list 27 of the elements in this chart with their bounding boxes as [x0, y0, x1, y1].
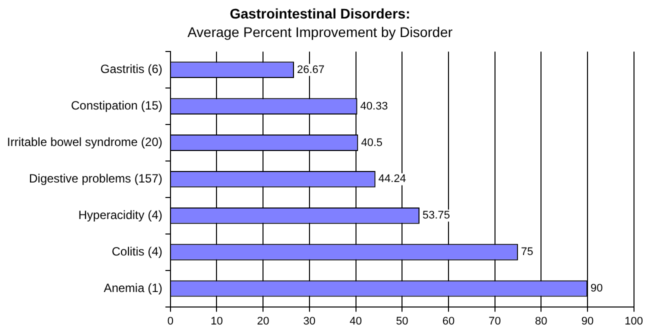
x-tick-label: 0: [167, 315, 174, 328]
x-tick-label: 50: [396, 315, 408, 328]
chart-subtitle: Average Percent Improvement by Disorder: [187, 24, 453, 40]
y-tick-label: Colitis (4): [112, 244, 162, 258]
x-tick-label: 90: [581, 315, 594, 328]
data-label: 26.67: [296, 64, 325, 76]
x-tick-label: 80: [535, 315, 548, 328]
y-tick-label: Gastritis (6): [100, 62, 162, 76]
x-tick-label: 20: [256, 315, 270, 328]
y-tick-label: Hyperacidity (4): [78, 208, 162, 222]
data-label: 75: [520, 246, 534, 258]
chart-title: Gastrointestinal Disorders:: [230, 5, 410, 22]
data-label: 90: [590, 282, 603, 295]
data-label: 40.33: [360, 100, 388, 112]
y-tick-label: Anemia (1): [104, 280, 162, 295]
y-tick-label: Constipation (15): [71, 98, 162, 113]
data-label: 53.75: [422, 210, 450, 222]
data-label: 44.24: [378, 173, 406, 186]
x-tick-label: 70: [488, 315, 501, 328]
y-tick-label: Digestive problems (157): [29, 172, 162, 186]
y-tick-label: Irritable bowel syndrome (20): [6, 135, 162, 150]
x-tick-label: 60: [442, 315, 455, 328]
x-tick-label: 10: [210, 315, 223, 328]
x-tick-label: 100: [624, 315, 644, 328]
data-label: 40.5: [361, 136, 383, 149]
x-tick-label: 40: [350, 315, 362, 328]
x-tick-label: 30: [303, 315, 316, 328]
